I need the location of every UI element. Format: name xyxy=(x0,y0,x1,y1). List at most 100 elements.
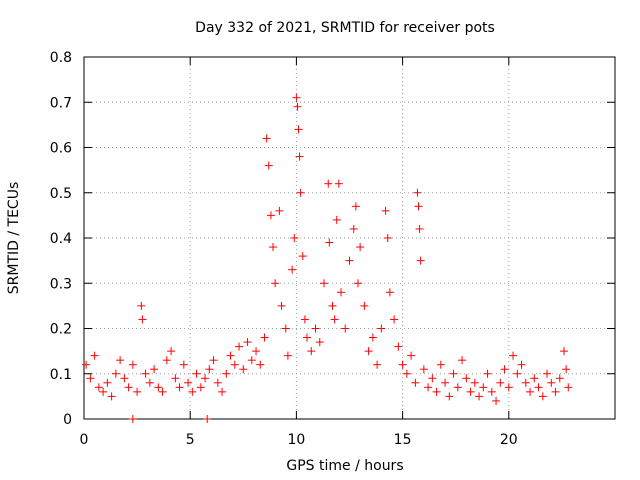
data-point xyxy=(196,383,205,392)
data-point xyxy=(218,387,227,396)
data-point xyxy=(262,134,271,143)
data-point xyxy=(256,360,265,369)
data-point xyxy=(373,360,382,369)
data-point xyxy=(230,360,239,369)
data-point xyxy=(500,365,509,374)
data-point xyxy=(86,374,95,383)
y-tick-label: 0.4 xyxy=(50,231,72,247)
data-point xyxy=(154,383,163,392)
data-point xyxy=(534,383,543,392)
data-point xyxy=(332,215,341,224)
data-point xyxy=(252,347,261,356)
data-point xyxy=(330,315,339,324)
data-point xyxy=(294,125,303,134)
data-point xyxy=(128,415,137,423)
data-point xyxy=(107,392,116,401)
data-point xyxy=(504,383,513,392)
data-point xyxy=(328,301,337,310)
data-point xyxy=(293,102,302,111)
data-point xyxy=(555,374,564,383)
data-point xyxy=(116,356,125,365)
y-tick-label: 0.5 xyxy=(50,186,72,202)
data-point xyxy=(356,243,365,252)
y-tick-label: 0.3 xyxy=(50,276,72,292)
data-point xyxy=(315,338,324,347)
x-tick-label: 20 xyxy=(500,432,518,448)
data-point xyxy=(277,301,286,310)
data-point xyxy=(521,378,530,387)
data-point xyxy=(138,315,147,324)
data-point xyxy=(413,188,422,197)
data-point xyxy=(292,93,301,102)
data-point xyxy=(203,415,212,423)
data-point xyxy=(526,387,535,396)
data-point xyxy=(247,356,256,365)
data-point xyxy=(364,347,373,356)
data-point xyxy=(192,369,201,378)
data-point xyxy=(419,365,428,374)
data-point xyxy=(445,392,454,401)
data-point xyxy=(475,392,484,401)
data-point xyxy=(320,279,329,288)
data-point xyxy=(462,374,471,383)
data-point xyxy=(414,202,423,211)
data-point xyxy=(334,179,343,188)
data-point xyxy=(360,301,369,310)
data-point xyxy=(205,365,214,374)
x-tick-label: 5 xyxy=(186,432,195,448)
data-point xyxy=(562,365,571,374)
data-point xyxy=(162,356,171,365)
data-point xyxy=(295,152,304,161)
y-axis-label: SRMTID / TECUs xyxy=(6,182,22,295)
data-point xyxy=(436,360,445,369)
data-point xyxy=(296,188,305,197)
data-point xyxy=(402,369,411,378)
data-point xyxy=(300,315,309,324)
data-point xyxy=(487,387,496,396)
data-point xyxy=(158,387,167,396)
data-point xyxy=(175,383,184,392)
data-point xyxy=(235,342,244,351)
data-point xyxy=(150,365,159,374)
data-point xyxy=(458,356,467,365)
data-point xyxy=(398,360,407,369)
grid-lines xyxy=(84,57,615,419)
data-point xyxy=(324,179,333,188)
data-point xyxy=(325,238,334,247)
data-point xyxy=(349,224,358,233)
data-point xyxy=(222,369,231,378)
data-point xyxy=(470,378,479,387)
y-tick-label: 0.2 xyxy=(50,322,72,338)
data-point xyxy=(269,243,278,252)
data-point xyxy=(345,256,354,265)
data-point xyxy=(530,374,539,383)
data-point xyxy=(209,356,218,365)
data-point xyxy=(145,378,154,387)
y-tick-label: 0 xyxy=(63,412,72,428)
data-point xyxy=(311,324,320,333)
data-points xyxy=(82,93,573,423)
chart-title: Day 332 of 2021, SRMTID for receiver pot… xyxy=(195,20,495,36)
data-point xyxy=(432,387,441,396)
data-point xyxy=(281,324,290,333)
data-point xyxy=(407,351,416,360)
data-point xyxy=(564,383,573,392)
plot-frame xyxy=(83,56,616,420)
data-point xyxy=(179,360,188,369)
data-point xyxy=(128,360,137,369)
data-point xyxy=(394,342,403,351)
data-point xyxy=(390,315,399,324)
x-tick-label: 0 xyxy=(80,432,89,448)
data-point xyxy=(385,288,394,297)
data-point xyxy=(492,396,501,405)
data-point xyxy=(411,378,420,387)
data-point xyxy=(479,383,488,392)
data-point xyxy=(90,351,99,360)
y-tick-label: 0.8 xyxy=(50,50,72,66)
data-point xyxy=(239,365,248,374)
data-point xyxy=(264,161,273,170)
data-point xyxy=(351,202,360,211)
y-tick-labels: 0 0.1 0.2 0.3 0.4 0.5 0.6 0.7 0.8 xyxy=(50,50,72,428)
y-tick-label: 0.1 xyxy=(50,367,72,383)
